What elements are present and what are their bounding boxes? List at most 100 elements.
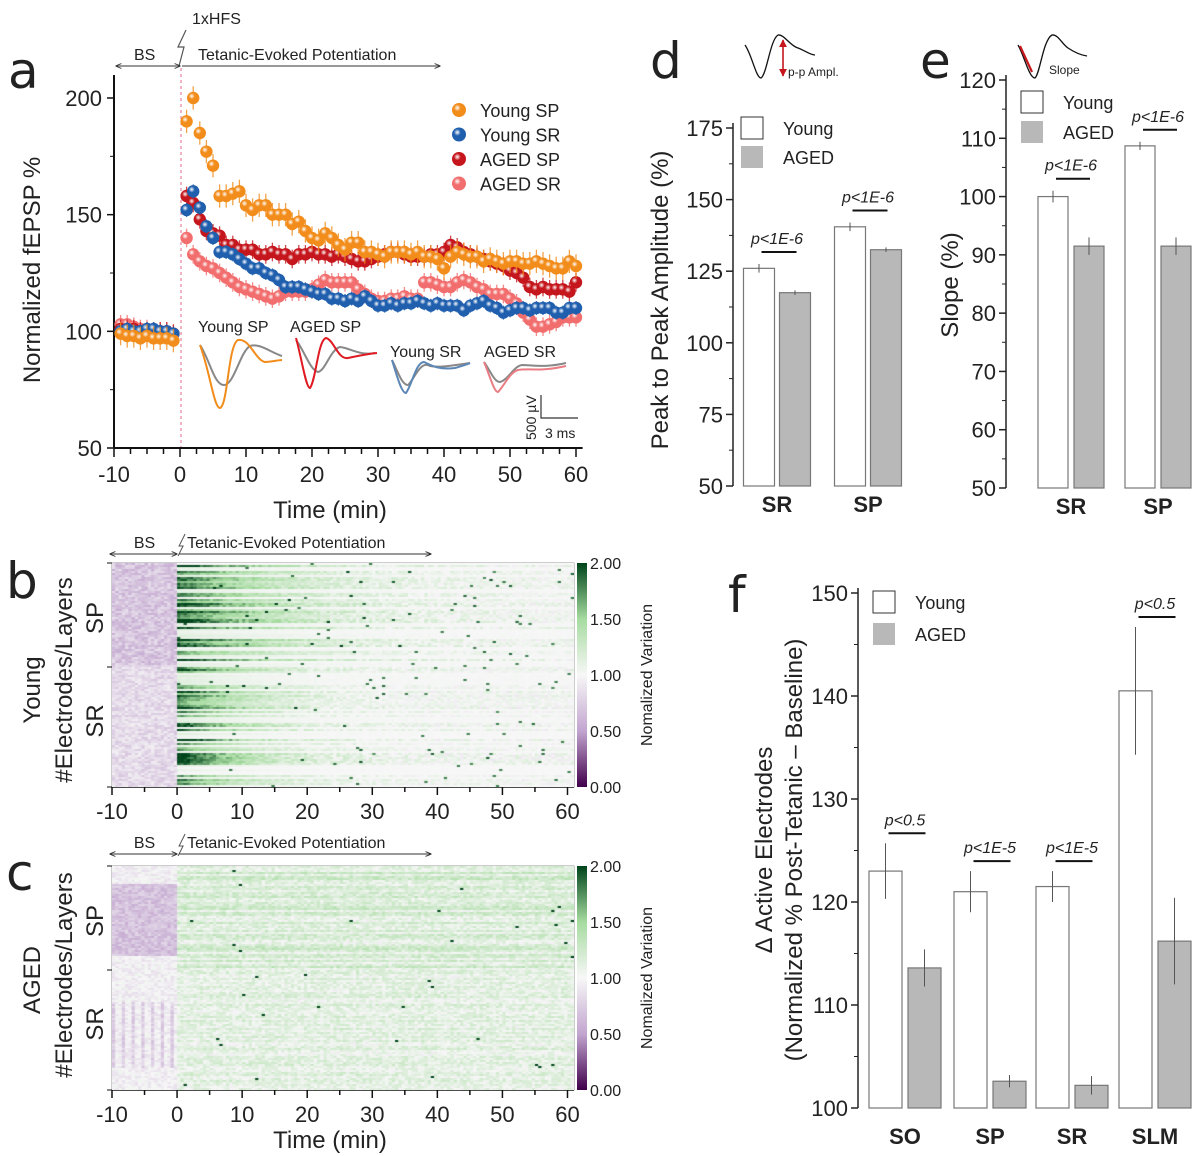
- panel-a-axes: 50 100 150 200 -10 0 10 20 30 40 50 60: [65, 75, 588, 487]
- data-point: [180, 115, 193, 128]
- bar-young: [833, 226, 867, 487]
- x-tick-label: 20: [295, 799, 319, 824]
- scale-bar-y-label: 500 µV: [523, 395, 539, 440]
- heatmap-aged: [112, 866, 574, 1090]
- x-tick-label: 50: [490, 1102, 514, 1127]
- data-point: [431, 252, 444, 266]
- panel-label-e: e: [920, 32, 951, 90]
- panel-f-ylabel: Δ Active Electrodes: [751, 747, 778, 954]
- y-tick-label: 150: [686, 188, 723, 213]
- post-label: Tetanic-Evoked Potentiation: [198, 47, 396, 64]
- panel-label-f: f: [728, 566, 747, 624]
- data-point: [569, 276, 583, 289]
- data-point: [206, 231, 220, 245]
- trace-young-sr-post: [391, 359, 471, 395]
- lightning-icon: [177, 533, 186, 557]
- y-tick-label: 120: [959, 68, 996, 93]
- lightning-icon: [177, 29, 187, 67]
- panel-d-ylabel: Peak to Peak Amplitude (%): [647, 151, 674, 450]
- colorbar-tick-label: 1.00: [590, 971, 621, 988]
- x-tick-label: 20: [295, 1102, 319, 1127]
- y-tick-label: 100: [686, 331, 723, 356]
- legend-marker: [452, 127, 466, 142]
- data-point: [569, 259, 583, 273]
- panel-c-axes: SP SR -10 0 10 20 30 40 50 60 BS Tetanic-Evoked Pot…: [82, 833, 656, 1127]
- inset-label-young-sp: Young SP: [198, 319, 269, 336]
- x-tick-label: 50: [490, 799, 514, 824]
- pp-amplitude-label: p-p Ampl.: [788, 65, 839, 79]
- x-tick-label: 0: [171, 1102, 183, 1127]
- bar-group-so: p<0.5 SO: [868, 812, 942, 1149]
- data-point: [259, 199, 272, 212]
- data-point: [167, 334, 180, 347]
- colorbar-tick-label: 2.00: [590, 859, 621, 876]
- x-tick-label: 10: [234, 462, 258, 487]
- legend-label: Young: [1063, 93, 1113, 113]
- y-tick-label: 110: [961, 126, 996, 151]
- legend-item: AGED: [873, 623, 966, 645]
- category-label: SR: [1056, 494, 1087, 519]
- panel-b-ylabel: #Electrodes/Layers: [51, 577, 78, 782]
- x-tick-label: 10: [230, 799, 254, 824]
- bar-group-sp: p<1E-5 SP: [953, 840, 1027, 1149]
- trace-young-sp-baseline: [199, 344, 283, 387]
- category-label: SP: [975, 1124, 1004, 1149]
- trace-aged-sp-baseline: [295, 339, 376, 374]
- data-point: [292, 215, 305, 228]
- data-point: [279, 208, 292, 221]
- slope-icon: Slope: [1017, 34, 1088, 79]
- y-tick-label: 80: [972, 301, 996, 326]
- y-tick-label: 100: [65, 319, 102, 344]
- bar-group-sr: p<1E-5 SR: [1035, 840, 1109, 1149]
- colorbar: [577, 866, 587, 1090]
- legend-label: AGED: [1063, 123, 1114, 143]
- panel-a-xlabel: Time (min): [273, 497, 387, 524]
- scale-bar-x-label: 3 ms: [545, 425, 575, 441]
- colorbar-tick-label: 0.00: [590, 1083, 621, 1100]
- y-tick-label: 150: [65, 203, 102, 228]
- x-tick-label: 40: [425, 799, 449, 824]
- panel-label-a: a: [8, 42, 39, 100]
- category-label: SR: [1057, 1124, 1088, 1149]
- legend-swatch: [741, 146, 763, 168]
- panel-e-ylabel: Slope (%): [937, 232, 964, 337]
- x-tick-label: 20: [300, 462, 324, 487]
- x-tick-label: -10: [96, 1102, 128, 1127]
- data-point: [200, 220, 213, 233]
- y-tick-label: 150: [811, 581, 848, 606]
- y-tick-label: 90: [972, 243, 996, 268]
- bar-aged: [1160, 245, 1192, 489]
- legend-item: Young SR: [452, 126, 560, 146]
- legend-item: Young: [872, 590, 965, 614]
- data-point: [233, 185, 246, 198]
- y-tick-label: 50: [699, 474, 723, 499]
- legend-item: AGED: [741, 146, 834, 168]
- baseline-label: BS: [134, 835, 155, 852]
- panel-b-axes: SP SR -10 0 10 20 30 40 50 60 BS Tetanic-Evoked Pot…: [82, 533, 656, 824]
- lightning-icon: [177, 833, 186, 857]
- p-value-label: p<1E-5: [963, 840, 1016, 857]
- p-value-label: p<1E-6: [1044, 158, 1097, 175]
- x-tick-label: 30: [360, 1102, 384, 1127]
- pp-amplitude-icon: p-p Ampl.: [744, 34, 839, 79]
- colorbar-tick-label: 2.00: [590, 556, 621, 573]
- bar-aged: [778, 292, 812, 487]
- panel-a-header: 1xHFS BS Tetanic-Evoked Potentiation: [116, 11, 440, 448]
- legend-item: AGED SR: [452, 175, 561, 195]
- data-point: [193, 201, 206, 214]
- x-tick-label: 50: [498, 462, 522, 487]
- data-point: [437, 262, 451, 275]
- baseline-label: BS: [134, 535, 155, 552]
- slope-label: Slope: [1049, 63, 1080, 77]
- x-tick-label: -10: [98, 462, 130, 487]
- panel-label-d: d: [650, 32, 682, 90]
- legend-item: Young: [1020, 90, 1113, 114]
- panel-a-series: [114, 86, 583, 353]
- legend-label: Young SR: [480, 126, 560, 146]
- panel-a-ylabel: Normalized fEPSP %: [19, 157, 46, 383]
- data-point: [517, 271, 530, 284]
- panel-e-chart: 50 60 70 80 90 100 110 120 p<1E-6 SR p<1E-6 SP Young…: [959, 68, 1192, 519]
- panel-label-b: b: [6, 552, 38, 610]
- legend-label: AGED: [783, 148, 834, 168]
